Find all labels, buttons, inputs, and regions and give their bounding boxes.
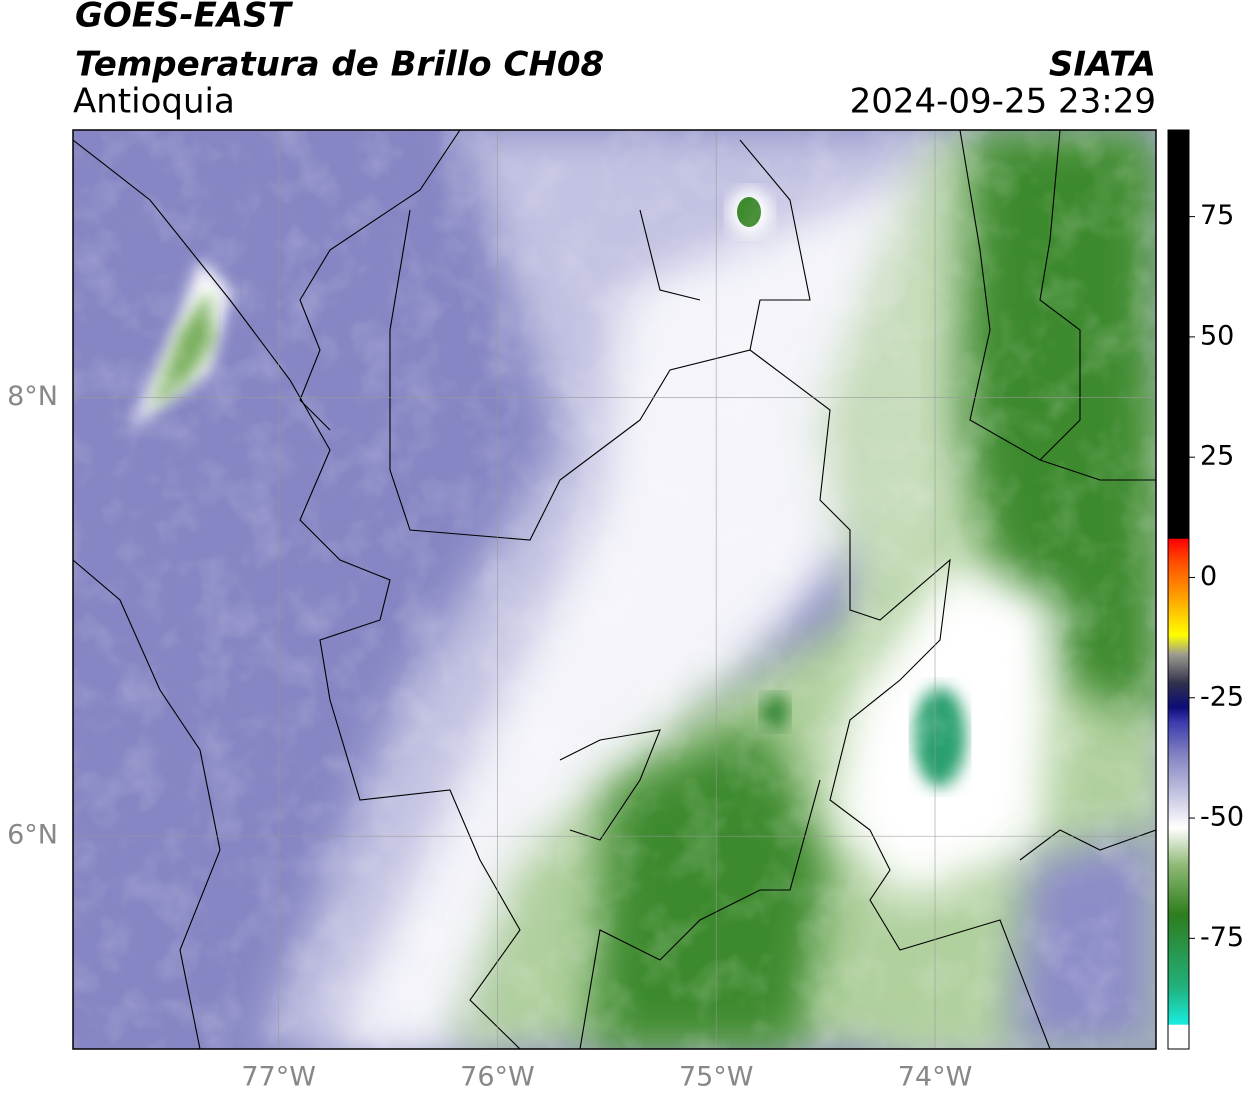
y-tick-label: 6°N — [7, 820, 58, 851]
colorbar-tick-label: 0 — [1200, 561, 1217, 592]
y-tick-label: 8°N — [7, 381, 58, 412]
x-tick-label: 76°W — [460, 1062, 535, 1093]
x-tick-label: 77°W — [241, 1062, 316, 1093]
colorbar-tick-label: -75 — [1200, 922, 1244, 953]
subtitle: Temperatura de Brillo CH08 — [75, 45, 604, 85]
colorbar-tick-label: 25 — [1200, 441, 1234, 472]
colorbar — [1167, 129, 1190, 1050]
colorbar-tick-label: 75 — [1200, 200, 1234, 231]
region: Antioquia — [73, 82, 235, 122]
colorbar-tick-label: -50 — [1200, 802, 1244, 833]
source: SIATA — [1049, 45, 1156, 85]
satellite-image — [73, 130, 1156, 1049]
colorbar-tick-label: 50 — [1200, 320, 1234, 351]
title: GOES-EAST — [75, 0, 294, 36]
x-tick-label: 75°W — [679, 1062, 754, 1093]
map-frame — [72, 129, 1157, 1050]
x-tick-label: 74°W — [898, 1062, 973, 1093]
colorbar-tick-label: -25 — [1200, 681, 1244, 712]
datetime: 2024-09-25 23:29 — [850, 82, 1156, 122]
